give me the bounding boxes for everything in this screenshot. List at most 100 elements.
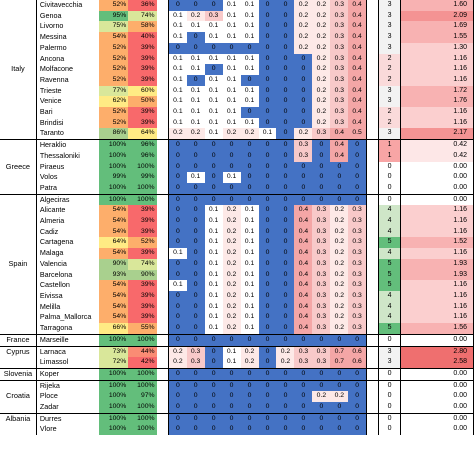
table-row: Volos 99% 99% 0 0.1 0 0.1 0 0 0 0 0 0 0 0 0.00	[0, 172, 474, 183]
matrix-cell: 0	[312, 172, 331, 183]
matrix-cell: 0.3	[312, 290, 331, 302]
coverage-percent: 58%	[128, 21, 157, 33]
port-name: Melilla	[39, 301, 61, 311]
share-percent: 100%	[98, 161, 129, 173]
matrix-cell: 0.2	[312, 96, 331, 108]
matrix-cell: 0	[204, 412, 223, 425]
spacer-cell	[156, 357, 169, 369]
matrix-cell: 0.1	[204, 117, 223, 129]
port-name: Heraklio	[36, 139, 99, 151]
spacer-cell	[366, 248, 379, 259]
share-percent: 95%	[98, 10, 129, 22]
score-value: 1.93	[400, 258, 474, 270]
matrix-cell: 0.1	[240, 0, 259, 11]
matrix-cell: 0	[186, 216, 205, 227]
coverage-percent: 39%	[128, 312, 157, 324]
port-name: Limassol	[39, 357, 69, 367]
spacer-cell	[156, 333, 169, 346]
matrix-cell: 0	[348, 193, 367, 206]
table-row: Livorno 75% 58% 0.1 0.1 0.1 0.1 0.1 0 0 0.2 0.2 0.3 0…	[0, 21, 474, 33]
spacer-cell	[156, 42, 169, 54]
count-cell: 0	[377, 161, 402, 173]
matrix-cell: 0.3	[330, 107, 349, 118]
spacer-cell	[366, 128, 379, 140]
matrix-cell: 0.1	[186, 172, 205, 183]
matrix-cell: 0	[168, 172, 187, 183]
matrix-cell: 0.1	[240, 216, 259, 227]
matrix-cell: 0	[258, 172, 277, 183]
matrix-cell: 0.4	[348, 53, 367, 65]
share-percent: 64%	[98, 237, 129, 249]
matrix-cell: 0	[258, 323, 277, 335]
matrix-cell: 0	[258, 74, 277, 86]
matrix-cell: 0.1	[204, 74, 223, 86]
matrix-cell: 0.1	[168, 280, 187, 291]
matrix-cell: 0	[312, 333, 331, 346]
coverage-percent: 39%	[128, 107, 157, 118]
share-percent: 100%	[98, 193, 129, 206]
matrix-cell: 0.3	[348, 226, 367, 238]
table-row: Eivissa 54% 39% 0 0 0.1 0.2 0.1 0 0 0.4 0.3 0.2 0.3 4 1…	[0, 290, 474, 302]
matrix-cell: 0	[222, 402, 241, 414]
matrix-cell: 0.1	[186, 64, 205, 75]
matrix-cell: 0	[276, 161, 295, 173]
coverage-percent: 39%	[128, 290, 157, 302]
matrix-cell: 0.1	[204, 248, 223, 259]
score-value: 1.16	[400, 107, 474, 118]
country-label	[0, 117, 37, 129]
matrix-cell: 0.3	[312, 301, 331, 313]
matrix-cell: 0.2	[330, 258, 349, 270]
country-label	[0, 32, 37, 43]
matrix-cell: 0.3	[348, 216, 367, 227]
matrix-cell: 0.1	[222, 74, 241, 86]
table-row: Vlore 100% 100% 0 0 0 0 0 0 0 0 0 0 0 0 0.00	[0, 424, 474, 436]
matrix-cell: 0.3	[312, 205, 331, 217]
matrix-cell: 0.1	[204, 32, 223, 43]
matrix-cell: 0.2	[330, 226, 349, 238]
matrix-cell: 0	[186, 205, 205, 217]
coverage-percent: 50%	[128, 96, 157, 108]
matrix-cell: 0.1	[168, 74, 187, 86]
country-label	[0, 107, 37, 118]
matrix-cell: 0	[258, 182, 277, 195]
matrix-cell: 0	[186, 290, 205, 302]
matrix-cell: 0.3	[348, 312, 367, 324]
matrix-cell: 0	[258, 312, 277, 324]
port-name: Livorno	[39, 21, 64, 31]
matrix-cell: 0	[258, 237, 277, 249]
matrix-cell: 0	[258, 357, 277, 369]
matrix-cell: 0	[168, 269, 187, 281]
spacer-cell	[156, 280, 169, 291]
matrix-cell: 0	[276, 74, 295, 86]
matrix-cell: 0.2	[330, 248, 349, 259]
score-value: 1.16	[400, 216, 474, 227]
country-label	[0, 96, 37, 108]
share-percent: 90%	[98, 258, 129, 270]
port-name: Volos	[39, 172, 58, 182]
matrix-cell: 0.3	[330, 0, 349, 11]
matrix-cell: 0	[240, 139, 259, 151]
count-cell: 3	[377, 85, 402, 97]
matrix-cell: 0	[276, 402, 295, 414]
matrix-cell: 0.1	[204, 301, 223, 313]
score-value: 1.16	[400, 205, 474, 217]
matrix-cell: 0.5	[348, 128, 367, 140]
share-percent: 100%	[98, 182, 129, 195]
share-percent: 52%	[98, 42, 129, 54]
matrix-cell: 0	[276, 139, 295, 151]
country-label	[0, 379, 37, 392]
matrix-cell: 0.1	[240, 312, 259, 324]
matrix-cell: 0	[186, 402, 205, 414]
count-cell: 3	[377, 128, 402, 140]
matrix-cell: 0.1	[258, 128, 277, 140]
table-row: Alicante 54% 39% 0 0 0.1 0.2 0.1 0 0 0.4 0.3 0.2 0.3 4…	[0, 205, 474, 217]
matrix-cell: 0	[204, 161, 223, 173]
matrix-cell: 0	[276, 237, 295, 249]
spacer-cell	[156, 139, 169, 151]
matrix-cell: 0	[240, 391, 259, 403]
port-name: Trieste	[39, 85, 62, 95]
matrix-cell: 0	[276, 117, 295, 129]
matrix-cell: 0	[312, 150, 331, 162]
spacer-cell	[366, 226, 379, 238]
matrix-cell: 0	[330, 193, 349, 206]
